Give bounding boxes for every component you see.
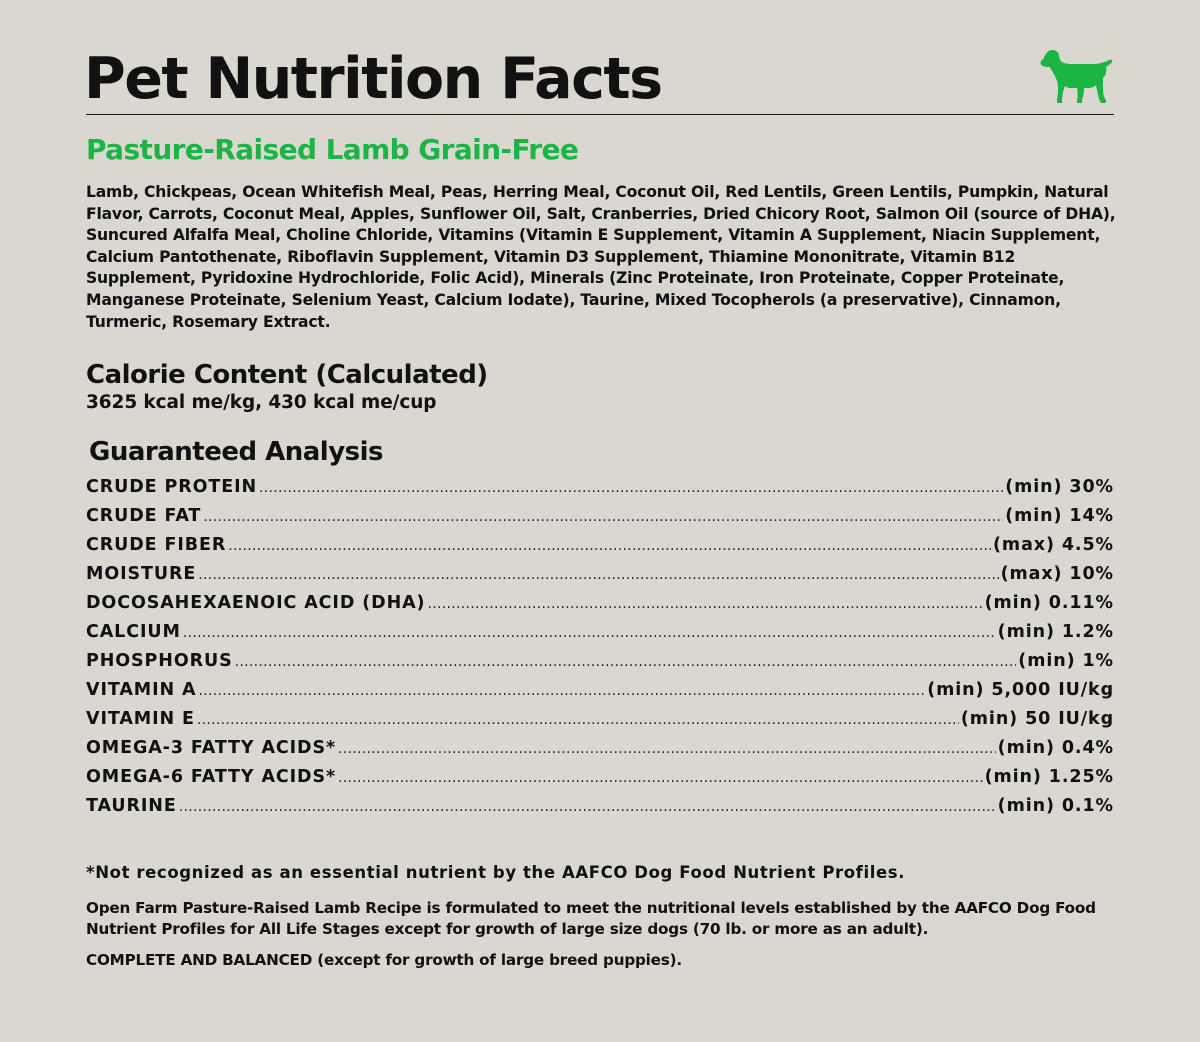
table-row: CRUDE FAT (min) 14%	[86, 502, 1114, 531]
nutrient-value: (min) 1%	[1018, 651, 1114, 672]
nutrient-name: OMEGA-3 FATTY ACIDS*	[86, 738, 337, 759]
dot-leader	[228, 532, 991, 561]
nutrient-value: (min) 5,000 IU/kg	[927, 680, 1114, 701]
dot-leader	[338, 735, 996, 764]
footnote: *Not recognized as an essential nutrient…	[86, 863, 906, 883]
nutrient-value: (max) 10%	[1000, 564, 1114, 585]
nutrient-value: (max) 4.5%	[993, 535, 1114, 556]
nutrient-name: TAURINE	[86, 796, 177, 817]
table-row: VITAMIN E (min) 50 IU/kg	[86, 705, 1114, 734]
nutrient-name: CRUDE FIBER	[86, 535, 227, 556]
label-header: Pet Nutrition Facts	[84, 40, 1114, 115]
nutrient-name: DOCOSAHEXAENOIC ACID (DHA)	[86, 593, 426, 614]
dot-leader	[427, 590, 982, 619]
guaranteed-analysis-heading: Guaranteed Analysis	[89, 437, 384, 468]
nutrition-label: Pet Nutrition Facts Pasture-Raised Lamb …	[84, 40, 1116, 971]
table-row: TAURINE (min) 0.1%	[86, 792, 1114, 821]
table-row: OMEGA-6 FATTY ACIDS* (min) 1.25%	[86, 763, 1114, 792]
aafco-statement: Open Farm Pasture-Raised Lamb Recipe is …	[86, 899, 1096, 939]
table-row: CALCIUM (min) 1.2%	[86, 618, 1114, 647]
nutrient-value: (min) 14%	[1005, 506, 1114, 527]
nutrient-name: CRUDE PROTEIN	[86, 477, 258, 498]
nutrient-value: (min) 0.11%	[984, 593, 1114, 614]
nutrient-value: (min) 50 IU/kg	[960, 709, 1114, 730]
dot-leader	[203, 503, 1003, 532]
nutrient-name: OMEGA-6 FATTY ACIDS*	[86, 767, 337, 788]
nutrient-value: (min) 0.4%	[997, 738, 1114, 759]
ingredients-list: Lamb, Chickpeas, Ocean Whitefish Meal, P…	[86, 183, 1116, 331]
dot-leader	[259, 474, 1003, 503]
calorie-value: 3625 kcal me/kg, 430 kcal me/cup	[86, 392, 437, 414]
nutrient-value: (min) 30%	[1005, 477, 1114, 498]
nutrient-value: (min) 0.1%	[997, 796, 1114, 817]
dot-leader	[338, 764, 983, 793]
calorie-heading: Calorie Content (Calculated)	[86, 360, 488, 391]
table-row: PHOSPHORUS (min) 1%	[86, 647, 1114, 676]
nutrient-name: VITAMIN A	[86, 680, 197, 701]
dog-icon	[1040, 50, 1113, 103]
nutrient-name: CALCIUM	[86, 622, 181, 643]
nutrient-name: PHOSPHORUS	[86, 651, 233, 672]
table-row: MOISTURE (max) 10%	[86, 560, 1114, 589]
dot-leader	[199, 677, 926, 706]
table-row: VITAMIN A (min) 5,000 IU/kg	[86, 676, 1114, 705]
table-row: OMEGA-3 FATTY ACIDS* (min) 0.4%	[86, 734, 1114, 763]
dot-leader	[197, 706, 959, 735]
nutrient-name: MOISTURE	[86, 564, 197, 585]
nutrient-name: CRUDE FAT	[86, 506, 202, 527]
guaranteed-analysis-table: CRUDE PROTEIN (min) 30% CRUDE FAT (min) …	[86, 473, 1114, 821]
dot-leader	[198, 561, 998, 590]
dot-leader	[179, 793, 996, 822]
table-row: CRUDE PROTEIN (min) 30%	[86, 473, 1114, 502]
dot-leader	[183, 619, 996, 648]
dot-leader	[235, 648, 1017, 677]
table-row: CRUDE FIBER (max) 4.5%	[86, 531, 1114, 560]
complete-balanced-statement: COMPLETE AND BALANCED (except for growth…	[86, 951, 682, 970]
page-title: Pet Nutrition Facts	[84, 46, 663, 112]
product-name: Pasture-Raised Lamb Grain-Free	[86, 133, 579, 166]
table-row: DOCOSAHEXAENOIC ACID (DHA) (min) 0.11%	[86, 589, 1114, 618]
nutrient-value: (min) 1.2%	[997, 622, 1114, 643]
nutrient-value: (min) 1.25%	[984, 767, 1114, 788]
nutrient-name: VITAMIN E	[86, 709, 195, 730]
